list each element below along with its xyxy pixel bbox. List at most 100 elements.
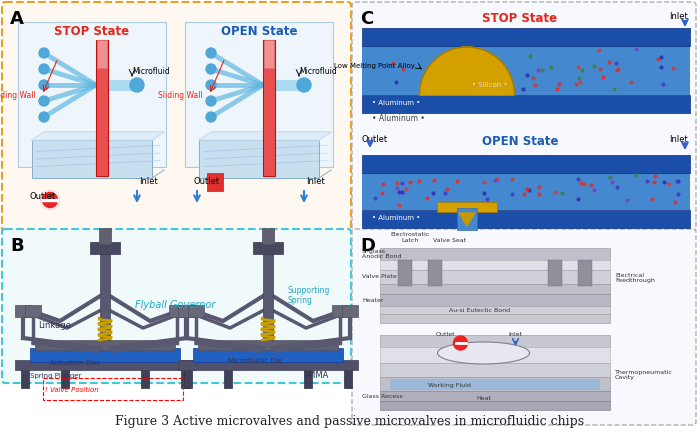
Text: Heater: Heater <box>362 297 384 303</box>
Bar <box>100 250 110 340</box>
Bar <box>61 370 69 388</box>
Bar <box>178 305 194 317</box>
Bar <box>30 348 180 362</box>
Bar <box>457 208 477 230</box>
Text: D: D <box>360 237 375 255</box>
Bar <box>362 46 690 95</box>
Text: • Aluminum •: • Aluminum • <box>372 100 420 106</box>
Text: Working Fluid: Working Fluid <box>428 382 470 388</box>
Bar <box>548 260 562 286</box>
Bar <box>380 391 610 401</box>
Bar <box>21 370 29 388</box>
Bar <box>398 260 412 286</box>
Bar <box>181 370 189 388</box>
Text: A: A <box>10 10 24 28</box>
Bar <box>198 340 338 350</box>
Text: Outlet: Outlet <box>362 135 388 144</box>
Bar <box>178 360 358 370</box>
Text: Figure 3 Active microvalves and passive microvalves in microfluidic chips: Figure 3 Active microvalves and passive … <box>116 416 584 429</box>
Text: Electrical
Feedthrough: Electrical Feedthrough <box>615 273 655 284</box>
Bar <box>263 40 275 176</box>
Bar <box>184 370 192 388</box>
Text: ! Valve Position: ! Valve Position <box>45 387 99 393</box>
Bar <box>380 260 610 270</box>
Text: PMMA: PMMA <box>303 371 328 380</box>
FancyBboxPatch shape <box>2 229 351 383</box>
Bar <box>362 95 690 113</box>
Text: Inlet: Inlet <box>669 12 688 21</box>
Text: Inlet: Inlet <box>306 177 325 186</box>
FancyBboxPatch shape <box>2 2 351 231</box>
Bar <box>380 335 610 347</box>
Text: Spring Plunger: Spring Plunger <box>30 373 81 379</box>
Bar <box>380 248 610 260</box>
Text: Inlet: Inlet <box>669 135 688 144</box>
Text: Outlet: Outlet <box>435 332 455 337</box>
Bar <box>224 370 232 388</box>
Polygon shape <box>459 213 475 226</box>
Bar <box>362 210 690 228</box>
Text: Inlet: Inlet <box>139 177 158 186</box>
Bar <box>263 250 273 340</box>
Text: Microfluidic Die: Microfluidic Die <box>228 358 282 364</box>
Text: OPEN State: OPEN State <box>220 25 298 38</box>
Bar <box>207 173 223 191</box>
Bar <box>96 40 108 176</box>
Circle shape <box>39 80 49 90</box>
Text: Actuation Disc: Actuation Disc <box>50 360 101 366</box>
Circle shape <box>206 80 216 90</box>
Bar <box>97 40 107 68</box>
Text: STOP State: STOP State <box>55 25 130 38</box>
Bar <box>43 378 183 400</box>
Text: • Aluminum •: • Aluminum • <box>372 215 420 221</box>
Text: Valve Seat: Valve Seat <box>433 238 467 243</box>
Bar <box>99 228 111 244</box>
Polygon shape <box>419 47 514 95</box>
FancyBboxPatch shape <box>352 2 696 231</box>
Text: Heat: Heat <box>476 395 491 401</box>
Bar <box>390 379 600 390</box>
Bar <box>25 305 41 317</box>
Text: Au-si Eutectic Bond: Au-si Eutectic Bond <box>449 307 510 313</box>
Bar <box>90 242 120 254</box>
Bar <box>35 340 175 350</box>
Bar <box>380 270 610 284</box>
Circle shape <box>41 191 59 209</box>
Bar <box>32 140 152 178</box>
Circle shape <box>206 96 216 106</box>
Bar <box>332 305 348 317</box>
Text: OPEN State: OPEN State <box>482 135 559 148</box>
Text: Thermopneumatic
Cavity: Thermopneumatic Cavity <box>615 370 673 381</box>
Text: STOP State: STOP State <box>482 12 558 25</box>
Bar <box>362 173 690 210</box>
Bar <box>199 140 319 178</box>
Text: Microfluid: Microfluid <box>132 67 169 75</box>
Text: Valve Plate: Valve Plate <box>362 274 397 278</box>
Bar <box>380 306 610 314</box>
Polygon shape <box>199 132 331 140</box>
Bar <box>262 228 274 244</box>
Text: Sliding Wall: Sliding Wall <box>0 90 36 100</box>
Text: Microfluid: Microfluid <box>299 67 337 75</box>
Bar <box>362 155 690 173</box>
Bar <box>169 305 185 317</box>
Bar <box>380 314 610 323</box>
Bar <box>437 202 497 212</box>
Bar <box>342 305 358 317</box>
Bar <box>380 363 610 377</box>
Text: C: C <box>360 10 373 28</box>
Bar <box>578 260 592 286</box>
Bar <box>185 22 333 167</box>
Circle shape <box>206 64 216 74</box>
Bar <box>362 28 690 46</box>
Circle shape <box>297 78 311 92</box>
Bar <box>380 401 610 410</box>
Polygon shape <box>32 132 164 140</box>
Text: Outlet: Outlet <box>30 192 56 201</box>
Text: Low Melting Point Alloy: Low Melting Point Alloy <box>334 63 414 69</box>
Text: Supporting
Spring: Supporting Spring <box>288 286 330 305</box>
Circle shape <box>206 112 216 122</box>
Circle shape <box>39 96 49 106</box>
FancyBboxPatch shape <box>352 229 696 425</box>
Bar <box>264 40 274 68</box>
